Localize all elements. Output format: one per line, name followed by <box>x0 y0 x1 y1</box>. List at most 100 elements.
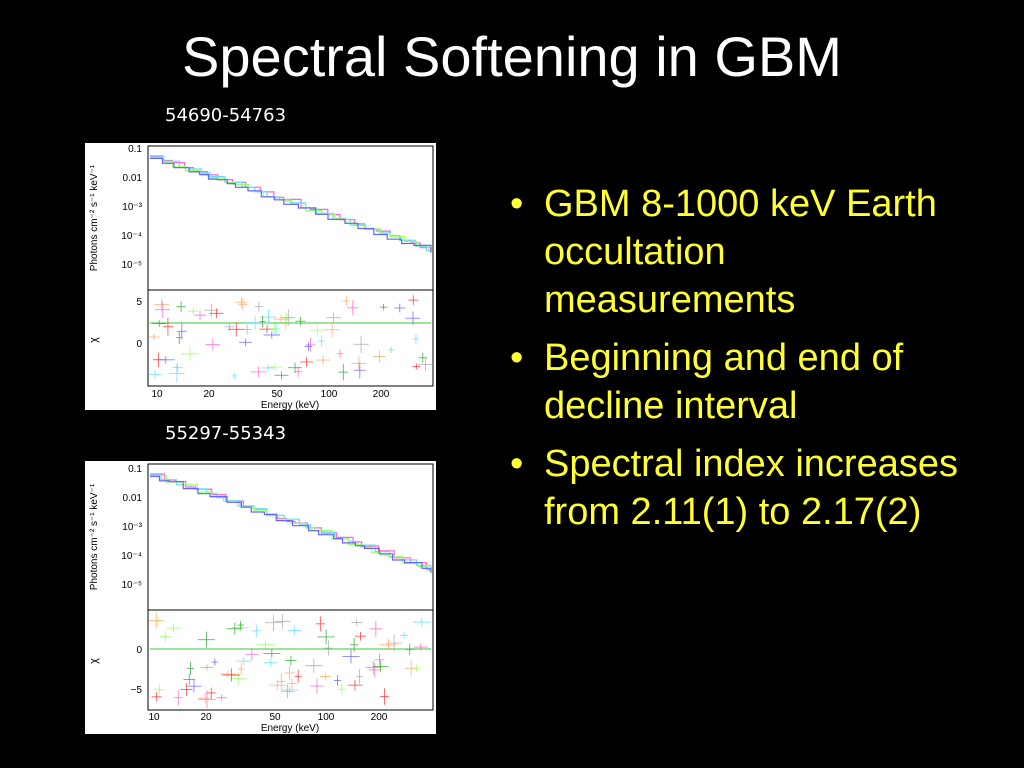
residual-point <box>176 323 187 340</box>
spectrum-step-curve <box>150 474 432 570</box>
residual-point <box>151 692 162 702</box>
residual-point <box>180 682 193 696</box>
residual-point <box>274 613 291 629</box>
residual-point <box>267 363 283 371</box>
residual-point <box>176 331 183 344</box>
residual-point <box>342 296 351 307</box>
residual-point <box>336 349 344 359</box>
y-axis-label-lower: χ <box>88 337 100 343</box>
residual-point <box>350 637 359 652</box>
y-axis-label-upper: Photons cm⁻² s⁻¹ keV⁻¹ <box>89 164 100 271</box>
y-tick-label: 0 <box>136 339 142 350</box>
residual-point <box>238 663 245 675</box>
residual-point <box>155 301 171 318</box>
residual-point <box>295 316 306 326</box>
residual-point <box>236 657 252 666</box>
y-tick-label: 0.01 <box>123 173 143 184</box>
residual-point <box>285 655 297 666</box>
slide-title: Spectral Softening in GBM <box>182 25 842 88</box>
residual-point <box>259 315 266 328</box>
y-axis-label-lower: χ <box>88 658 100 664</box>
spectrum-data-layer <box>148 155 434 382</box>
spectrum-plot-2: Photons cm⁻² s⁻¹ keV⁻¹ χ 0.1 0.01 10⁻³ 1… <box>88 463 434 734</box>
residual-point <box>238 298 248 311</box>
residual-point <box>246 316 264 330</box>
residual-point <box>369 620 383 637</box>
residual-point <box>152 320 166 327</box>
residual-point <box>356 668 363 684</box>
residual-point <box>172 363 183 372</box>
residual-point <box>237 620 244 630</box>
residual-point <box>159 631 171 643</box>
residual-point <box>318 335 326 347</box>
spectrum-step-curve <box>150 473 432 571</box>
residual-point <box>342 649 360 664</box>
residual-point <box>219 670 237 678</box>
residual-point <box>294 366 302 377</box>
y-tick-label: 10⁻⁴ <box>121 231 142 242</box>
residual-point <box>263 649 281 658</box>
residual-point <box>226 622 243 635</box>
residual-point <box>154 298 169 311</box>
bullet-dot-icon: • <box>510 443 524 485</box>
residual-point <box>187 661 195 675</box>
y-tick-label: −5 <box>131 685 143 696</box>
residual-point <box>198 692 213 704</box>
y-tick-label: 5 <box>136 297 142 308</box>
residual-point <box>374 653 385 666</box>
residual-point <box>326 312 341 323</box>
bullet-text: Spectral index increases from 2.11(1) to… <box>544 443 958 533</box>
x-tick-label: 100 <box>318 712 335 723</box>
residual-point <box>153 684 165 695</box>
y-tick-label: 0 <box>136 645 142 656</box>
residual-point <box>173 690 183 706</box>
residual-point <box>418 352 428 363</box>
residual-point <box>379 304 388 311</box>
residual-point <box>324 640 333 656</box>
bullet-item: • Beginning and end of decline interval <box>510 334 980 430</box>
residual-point <box>166 624 181 632</box>
residual-point <box>405 643 415 656</box>
residual-point <box>294 669 302 683</box>
residual-point <box>304 341 313 351</box>
lower-panel-frame <box>147 289 434 387</box>
residual-point <box>211 658 219 666</box>
residual-point <box>413 617 431 627</box>
residual-point <box>412 333 420 345</box>
spectrum-data-layer <box>148 473 432 709</box>
y-tick-label: 0.01 <box>123 493 143 504</box>
x-tick-label: 20 <box>200 712 212 723</box>
x-tick-label: 200 <box>373 389 390 400</box>
residual-point <box>354 362 366 379</box>
residual-point <box>337 683 347 696</box>
residual-point <box>229 672 247 686</box>
bullet-dot-icon: • <box>510 183 524 225</box>
residual-point <box>405 660 418 677</box>
bullet-text: Beginning and end of decline interval <box>544 337 904 427</box>
residual-point <box>305 338 316 352</box>
residual-point <box>209 308 224 319</box>
residual-point <box>408 295 419 306</box>
residual-point <box>268 679 286 691</box>
bullet-item: • Spectral index increases from 2.11(1) t… <box>510 440 980 536</box>
residual-point <box>405 311 421 326</box>
residual-point <box>338 363 349 381</box>
residual-point <box>154 616 162 627</box>
y-tick-label: 10⁻³ <box>122 522 142 533</box>
residual-point <box>413 643 428 651</box>
residual-point <box>235 296 248 308</box>
bullet-list: • GBM 8-1000 keV Earth occultation measur… <box>510 180 980 546</box>
x-tick-label: 10 <box>148 712 160 723</box>
residual-point <box>169 364 185 382</box>
residual-point <box>270 323 279 334</box>
residual-point <box>205 338 220 351</box>
x-axis-label: Energy (keV) <box>261 400 319 410</box>
residual-point <box>263 331 280 339</box>
residual-point <box>222 668 241 682</box>
x-axis-label: Energy (keV) <box>261 723 319 734</box>
residual-point <box>148 612 164 629</box>
residual-point <box>373 350 386 363</box>
residual-point <box>193 310 207 321</box>
spectrum-step-curve <box>150 475 432 573</box>
residual-point <box>198 690 216 709</box>
